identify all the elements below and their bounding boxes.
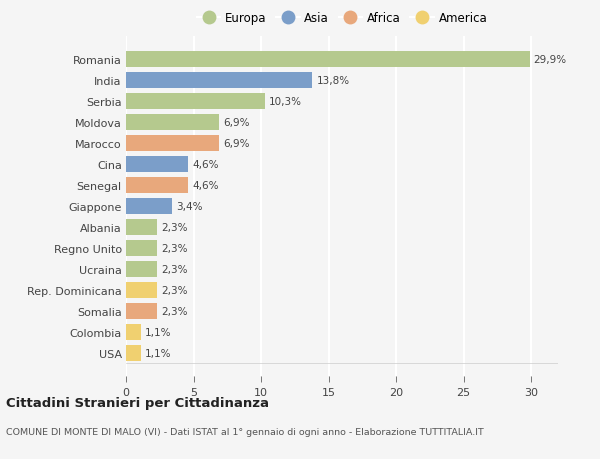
- Text: 29,9%: 29,9%: [534, 55, 567, 65]
- Bar: [126, 94, 265, 110]
- Text: COMUNE DI MONTE DI MALO (VI) - Dati ISTAT al 1° gennaio di ogni anno - Elaborazi: COMUNE DI MONTE DI MALO (VI) - Dati ISTA…: [6, 427, 484, 436]
- Text: 2,3%: 2,3%: [161, 223, 188, 232]
- Text: Cittadini Stranieri per Cittadinanza: Cittadini Stranieri per Cittadinanza: [6, 396, 269, 409]
- Text: 2,3%: 2,3%: [161, 306, 188, 316]
- Bar: [126, 262, 157, 277]
- Bar: [126, 199, 172, 214]
- Text: 4,6%: 4,6%: [192, 160, 218, 170]
- Text: 10,3%: 10,3%: [269, 97, 302, 107]
- Bar: [126, 303, 157, 319]
- Text: 2,3%: 2,3%: [161, 243, 188, 253]
- Bar: [126, 345, 141, 361]
- Bar: [126, 325, 141, 340]
- Legend: Europa, Asia, Africa, America: Europa, Asia, Africa, America: [194, 10, 490, 28]
- Text: 1,1%: 1,1%: [145, 348, 172, 358]
- Bar: [126, 115, 219, 131]
- Bar: [126, 282, 157, 298]
- Text: 2,3%: 2,3%: [161, 264, 188, 274]
- Text: 4,6%: 4,6%: [192, 181, 218, 190]
- Text: 2,3%: 2,3%: [161, 285, 188, 295]
- Bar: [126, 52, 530, 68]
- Bar: [126, 73, 313, 89]
- Text: 13,8%: 13,8%: [316, 76, 349, 86]
- Bar: [126, 220, 157, 235]
- Bar: [126, 157, 188, 173]
- Bar: [126, 178, 188, 193]
- Text: 6,9%: 6,9%: [223, 139, 250, 149]
- Text: 6,9%: 6,9%: [223, 118, 250, 128]
- Text: 1,1%: 1,1%: [145, 327, 172, 337]
- Bar: [126, 241, 157, 256]
- Text: 3,4%: 3,4%: [176, 202, 202, 212]
- Bar: [126, 136, 219, 151]
